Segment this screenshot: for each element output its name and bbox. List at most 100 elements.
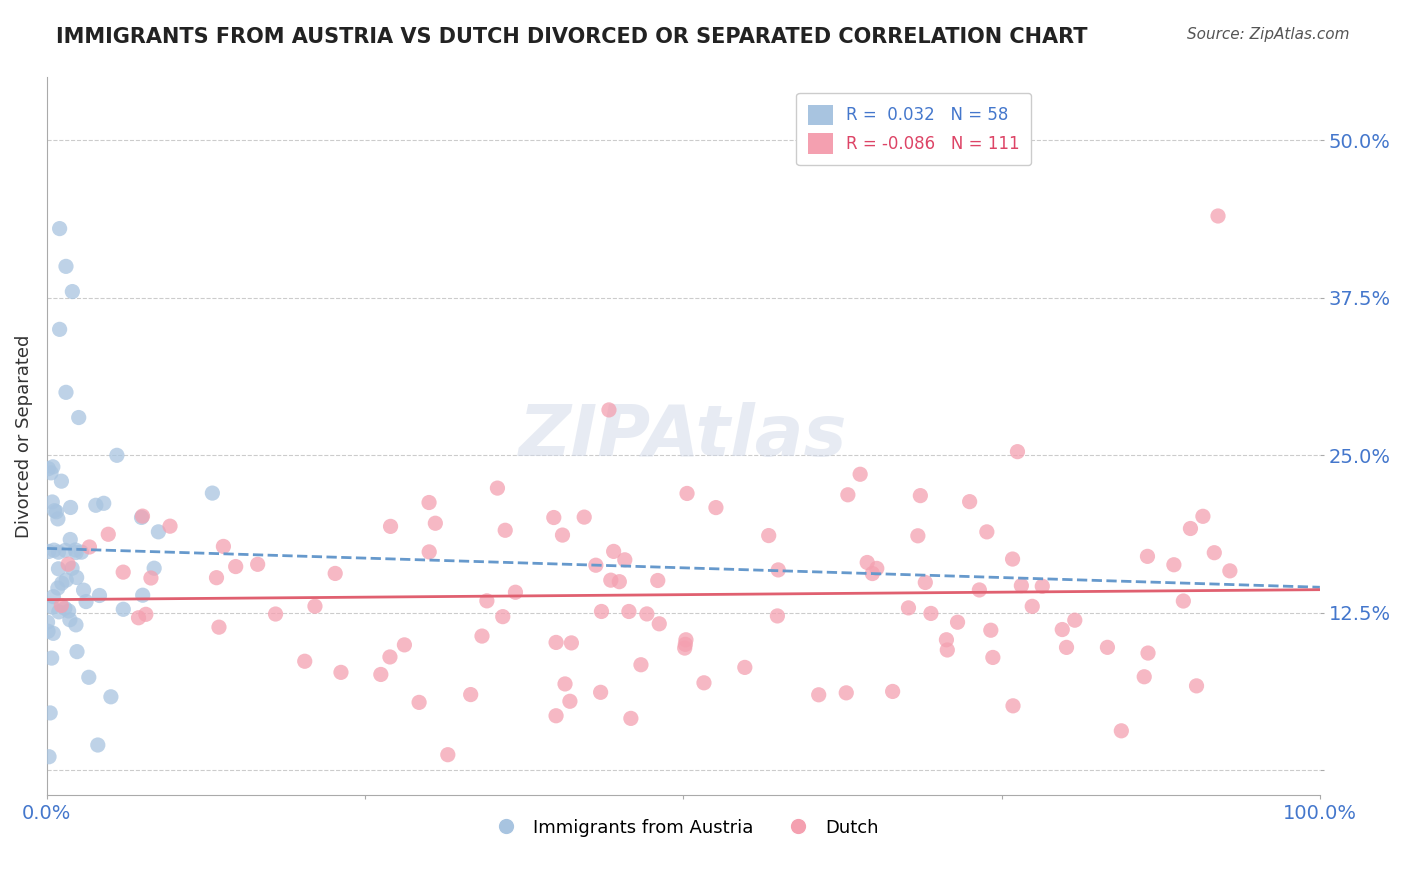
Point: [551, 528, 574, 542]
Point: [1021, 599, 1043, 614]
Point: [914, 575, 936, 590]
Point: [1031, 579, 1053, 593]
Point: [1137, 646, 1160, 660]
Point: [38, 749, 60, 764]
Point: [946, 615, 969, 630]
Point: [630, 657, 652, 672]
Point: [1173, 594, 1195, 608]
Point: [980, 624, 1002, 638]
Point: [1056, 640, 1078, 655]
Point: [42, 543, 65, 558]
Point: [394, 638, 416, 652]
Point: [704, 500, 727, 515]
Point: [225, 559, 247, 574]
Point: [41, 600, 63, 615]
Point: [48, 221, 70, 235]
Point: [89, 589, 111, 603]
Point: [693, 675, 716, 690]
Point: [460, 688, 482, 702]
Point: [437, 747, 460, 762]
Point: [37, 461, 59, 475]
Point: [58, 604, 80, 618]
Point: [897, 600, 920, 615]
Point: [766, 609, 789, 624]
Text: ZIPAtlas: ZIPAtlas: [519, 402, 848, 471]
Point: [65, 618, 87, 632]
Point: [907, 529, 929, 543]
Point: [1063, 613, 1085, 627]
Point: [131, 509, 153, 524]
Point: [475, 594, 498, 608]
Point: [45, 505, 67, 519]
Point: [48, 605, 70, 619]
Point: [617, 605, 640, 619]
Point: [75, 594, 97, 608]
Point: [1052, 623, 1074, 637]
Point: [1010, 579, 1032, 593]
Point: [560, 636, 582, 650]
Point: [70, 545, 93, 559]
Legend: Immigrants from Austria, Dutch: Immigrants from Austria, Dutch: [481, 812, 886, 844]
Point: [53, 601, 76, 615]
Point: [135, 607, 157, 622]
Point: [959, 494, 981, 508]
Point: [591, 605, 613, 619]
Point: [505, 585, 527, 599]
Y-axis label: Divorced or Separated: Divorced or Separated: [15, 334, 32, 538]
Point: [56, 558, 79, 572]
Point: [60, 561, 83, 575]
Point: [768, 563, 790, 577]
Point: [758, 528, 780, 542]
Point: [1163, 558, 1185, 572]
Point: [208, 620, 231, 634]
Point: [554, 677, 576, 691]
Point: [599, 573, 621, 587]
Point: [675, 632, 697, 647]
Point: [544, 708, 567, 723]
Point: [1185, 679, 1208, 693]
Point: [112, 565, 135, 579]
Point: [93, 496, 115, 510]
Point: [976, 524, 998, 539]
Point: [1136, 549, 1159, 564]
Point: [1007, 444, 1029, 458]
Point: [139, 571, 162, 585]
Point: [920, 607, 942, 621]
Point: [41, 495, 63, 509]
Point: [72, 583, 94, 598]
Point: [849, 467, 872, 482]
Point: [837, 488, 859, 502]
Point: [558, 694, 581, 708]
Point: [856, 556, 879, 570]
Point: [42, 459, 65, 474]
Point: [143, 561, 166, 575]
Point: [1111, 723, 1133, 738]
Point: [264, 607, 287, 621]
Point: [546, 635, 568, 649]
Point: [471, 629, 494, 643]
Point: [87, 738, 110, 752]
Point: [607, 574, 630, 589]
Point: [79, 540, 101, 554]
Point: [37, 615, 59, 629]
Point: [112, 602, 135, 616]
Point: [1192, 509, 1215, 524]
Point: [84, 498, 107, 512]
Point: [105, 448, 128, 462]
Text: Source: ZipAtlas.com: Source: ZipAtlas.com: [1187, 27, 1350, 42]
Point: [330, 665, 353, 680]
Point: [51, 474, 73, 488]
Point: [97, 527, 120, 541]
Point: [39, 466, 62, 480]
Point: [128, 611, 150, 625]
Point: [1097, 640, 1119, 655]
Point: [159, 519, 181, 533]
Point: [44, 504, 66, 518]
Point: [613, 553, 636, 567]
Point: [882, 684, 904, 698]
Point: [42, 626, 65, 640]
Point: [969, 582, 991, 597]
Point: [65, 545, 87, 559]
Point: [42, 590, 65, 604]
Point: [589, 685, 612, 699]
